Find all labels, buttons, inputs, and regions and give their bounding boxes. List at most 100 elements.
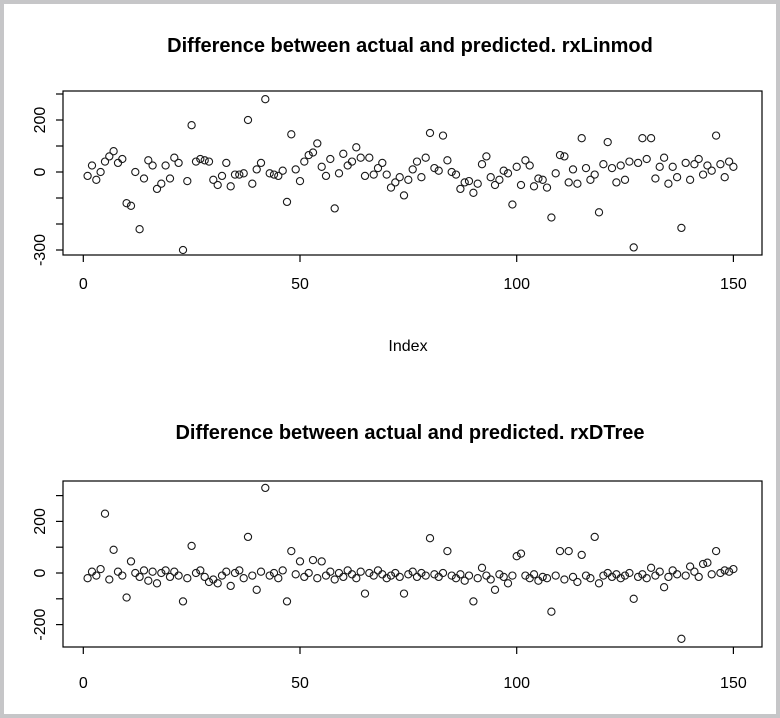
data-point bbox=[698, 559, 708, 569]
data-point bbox=[638, 134, 647, 143]
data-point bbox=[131, 167, 140, 177]
data-point bbox=[690, 567, 699, 576]
data-point bbox=[408, 567, 417, 576]
data-point bbox=[707, 166, 716, 175]
data-point bbox=[139, 174, 149, 183]
data-point bbox=[235, 170, 244, 179]
data-point bbox=[373, 163, 383, 173]
data-point bbox=[157, 179, 166, 188]
data-point bbox=[334, 169, 344, 178]
data-point bbox=[412, 157, 422, 166]
data-point bbox=[404, 175, 413, 184]
data-point bbox=[716, 160, 725, 169]
data-point bbox=[542, 574, 552, 583]
data-point bbox=[581, 163, 591, 173]
data-point bbox=[417, 568, 426, 578]
data-point bbox=[196, 566, 205, 575]
data-point bbox=[577, 134, 586, 143]
data-point bbox=[278, 566, 287, 575]
x-tick-label: 150 bbox=[720, 276, 747, 293]
data-point bbox=[252, 165, 261, 174]
data-point bbox=[616, 161, 625, 170]
data-point bbox=[417, 173, 426, 182]
data-point bbox=[174, 158, 183, 168]
data-point bbox=[347, 157, 357, 166]
data-point bbox=[499, 572, 508, 582]
data-point bbox=[308, 148, 318, 157]
y-tick-label: 200 bbox=[32, 508, 49, 535]
data-point bbox=[213, 579, 222, 588]
data-point bbox=[165, 174, 175, 183]
data-point bbox=[560, 575, 569, 584]
data-point bbox=[148, 567, 157, 576]
data-point bbox=[339, 572, 348, 582]
data-point bbox=[646, 563, 656, 572]
data-point bbox=[560, 152, 569, 161]
data-point bbox=[304, 568, 313, 578]
data-point bbox=[135, 572, 144, 582]
data-point bbox=[399, 191, 409, 200]
data-point bbox=[473, 574, 482, 583]
data-point bbox=[352, 574, 361, 583]
data-point bbox=[347, 570, 357, 579]
data-point bbox=[607, 572, 617, 582]
data-point bbox=[447, 571, 456, 580]
data-point bbox=[664, 572, 673, 582]
data-point bbox=[217, 171, 227, 181]
y-tick-label: -300 bbox=[32, 234, 49, 266]
data-point bbox=[313, 139, 322, 148]
data-point bbox=[685, 175, 695, 184]
data-point bbox=[490, 585, 500, 594]
data-point bbox=[564, 546, 573, 556]
data-point bbox=[87, 567, 97, 576]
data-point bbox=[222, 567, 231, 576]
data-point bbox=[625, 568, 634, 578]
data-point bbox=[144, 156, 153, 165]
plot1-xaxis-label: Index bbox=[388, 338, 427, 355]
data-point bbox=[274, 574, 283, 583]
data-point bbox=[308, 555, 318, 565]
data-point bbox=[659, 153, 669, 162]
data-point bbox=[386, 571, 396, 580]
data-point bbox=[157, 568, 166, 578]
data-point bbox=[161, 566, 170, 575]
data-point bbox=[356, 567, 365, 576]
data-point bbox=[126, 201, 136, 210]
data-point bbox=[222, 158, 231, 168]
data-point bbox=[356, 153, 365, 162]
data-point bbox=[269, 568, 279, 578]
data-point bbox=[382, 170, 391, 179]
data-point bbox=[729, 162, 738, 171]
data-point bbox=[196, 154, 205, 164]
data-point bbox=[395, 173, 404, 182]
data-point bbox=[291, 570, 300, 579]
data-point bbox=[456, 184, 465, 194]
data-point bbox=[152, 184, 162, 194]
data-point bbox=[477, 563, 487, 572]
data-point bbox=[274, 171, 283, 181]
data-point bbox=[378, 158, 387, 168]
data-point bbox=[165, 572, 175, 582]
data-point bbox=[629, 243, 638, 252]
data-point bbox=[664, 179, 673, 188]
data-point bbox=[373, 566, 383, 575]
data-point bbox=[720, 173, 729, 182]
data-point bbox=[230, 568, 240, 578]
data-point bbox=[620, 571, 630, 580]
plot-box bbox=[62, 90, 763, 256]
data-point bbox=[412, 572, 422, 582]
data-point bbox=[226, 581, 235, 591]
data-point bbox=[516, 549, 526, 558]
data-point bbox=[261, 483, 270, 493]
x-tick-label: 0 bbox=[79, 276, 88, 293]
data-point bbox=[83, 171, 92, 181]
data-point bbox=[651, 571, 660, 580]
data-point bbox=[265, 169, 274, 178]
data-point bbox=[295, 176, 305, 186]
data-point bbox=[113, 567, 123, 576]
data-point bbox=[724, 157, 734, 166]
data-point bbox=[161, 161, 170, 170]
data-point bbox=[248, 179, 257, 188]
data-point bbox=[360, 589, 370, 598]
